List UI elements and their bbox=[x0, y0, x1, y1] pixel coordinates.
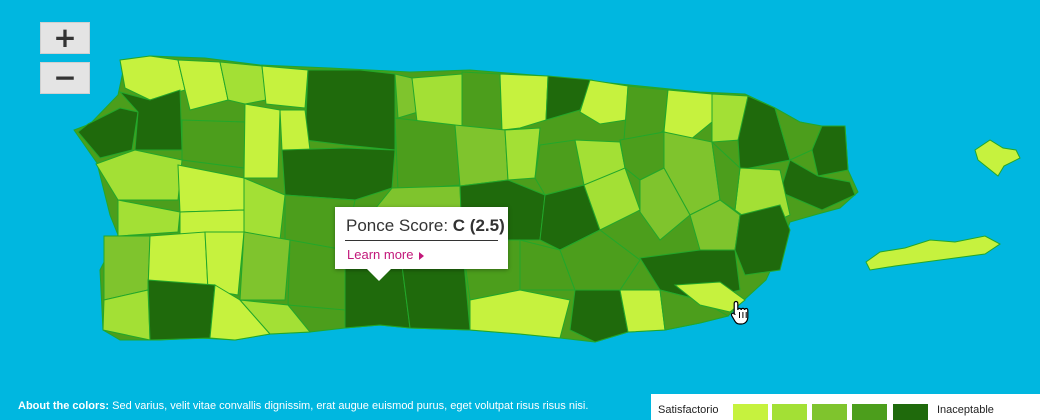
municipality-27[interactable] bbox=[454, 124, 509, 187]
municipality-33[interactable] bbox=[711, 140, 741, 211]
municipality-2[interactable] bbox=[177, 59, 229, 111]
municipality-4[interactable] bbox=[261, 65, 309, 109]
municipality-25[interactable] bbox=[281, 147, 396, 201]
municipality-10[interactable] bbox=[545, 75, 593, 121]
vieques-island[interactable] bbox=[865, 235, 1001, 271]
legend-high-label: Inaceptable bbox=[937, 404, 994, 416]
hand-cursor-icon bbox=[730, 300, 749, 325]
caret-right-icon bbox=[419, 251, 425, 260]
puerto-rico-map[interactable] bbox=[0, 0, 1040, 380]
legend-swatch-1 bbox=[733, 404, 768, 420]
municipality-59[interactable] bbox=[469, 289, 571, 339]
tooltip-label: Ponce Score: bbox=[346, 216, 449, 235]
municipality-11[interactable] bbox=[579, 79, 629, 125]
municipality-17[interactable] bbox=[811, 125, 849, 177]
municipality-63[interactable] bbox=[569, 289, 629, 343]
tooltip-grade: C (2.5) bbox=[452, 216, 505, 235]
municipality-3[interactable] bbox=[219, 61, 267, 105]
municipality-8[interactable] bbox=[461, 71, 503, 131]
legend-swatch-2 bbox=[772, 404, 807, 420]
municipality-61[interactable] bbox=[559, 229, 641, 291]
municipality-55[interactable] bbox=[238, 299, 312, 335]
municipality-37[interactable] bbox=[117, 199, 181, 237]
learn-more-link[interactable]: Learn more bbox=[347, 247, 425, 262]
zoom-out-button[interactable]: − bbox=[40, 62, 90, 94]
tooltip-pointer bbox=[367, 269, 391, 281]
legend-swatch-3 bbox=[812, 404, 847, 420]
culebra-island[interactable] bbox=[974, 139, 1021, 177]
plus-icon: + bbox=[53, 21, 77, 54]
municipality-26[interactable] bbox=[394, 117, 461, 191]
municipality-53[interactable] bbox=[147, 279, 216, 341]
tooltip-divider bbox=[345, 240, 498, 241]
municipality-44[interactable] bbox=[639, 167, 691, 241]
municipality-20[interactable] bbox=[77, 107, 139, 159]
municipality-28[interactable] bbox=[504, 127, 541, 181]
municipality-50[interactable] bbox=[239, 231, 291, 301]
about-colors-title: About the colors: bbox=[18, 400, 110, 412]
municipality-23[interactable] bbox=[243, 103, 281, 179]
legend-low-label: Satisfactorio bbox=[658, 404, 719, 416]
zoom-in-button[interactable]: + bbox=[40, 22, 90, 54]
municipality-9[interactable] bbox=[499, 73, 549, 131]
about-colors-text: Sed varius, velit vitae convallis dignis… bbox=[112, 400, 589, 412]
municipality-22[interactable] bbox=[181, 119, 246, 169]
municipality-46[interactable] bbox=[734, 204, 791, 276]
municipality-5[interactable] bbox=[304, 69, 396, 151]
municipality-13[interactable] bbox=[663, 89, 713, 141]
legend-swatch-5 bbox=[893, 404, 928, 420]
municipality-64[interactable] bbox=[619, 289, 666, 333]
municipality-54[interactable] bbox=[209, 284, 271, 341]
learn-more-label: Learn more bbox=[347, 247, 414, 262]
municipality-47[interactable] bbox=[103, 235, 151, 301]
color-legend: Satisfactorio Inaceptable bbox=[651, 394, 1040, 420]
municipality-49[interactable] bbox=[204, 231, 245, 296]
legend-swatch-4 bbox=[852, 404, 887, 420]
municipality-24[interactable] bbox=[279, 109, 311, 151]
about-colors-note: About the colors: Sed varius, velit vita… bbox=[18, 400, 588, 412]
minus-icon: − bbox=[53, 61, 77, 94]
municipality-tooltip: Ponce Score: C (2.5) Learn more bbox=[335, 207, 508, 281]
municipality-15[interactable] bbox=[737, 95, 791, 171]
